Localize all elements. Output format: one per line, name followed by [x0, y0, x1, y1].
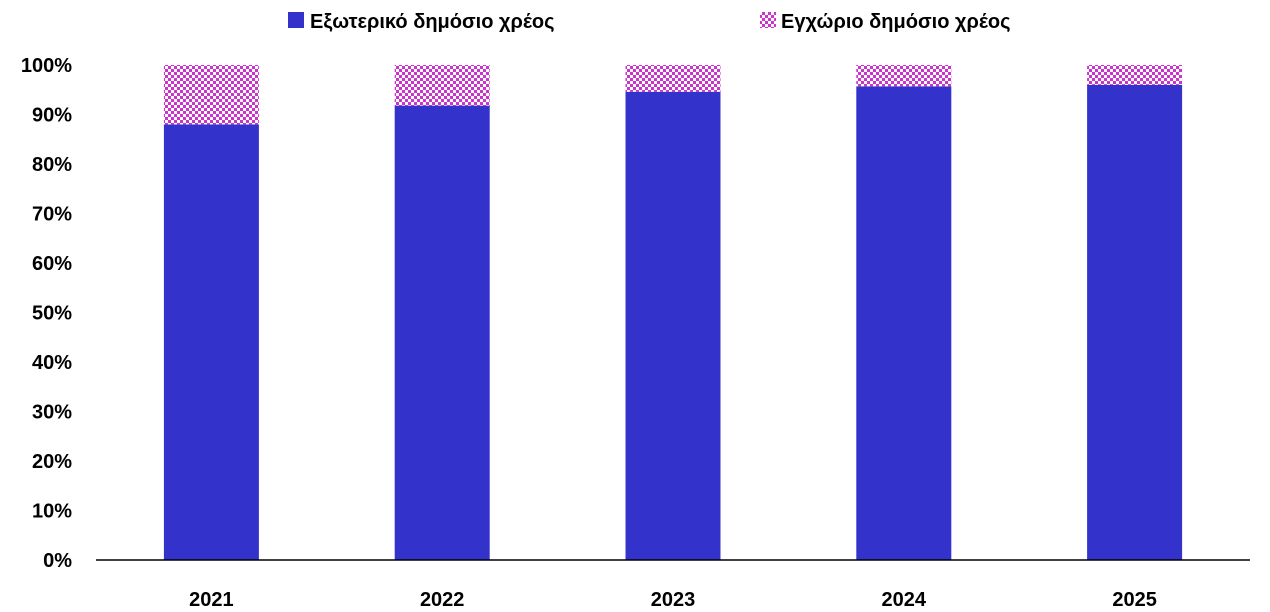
bar-segment-domestic	[625, 65, 721, 92]
y-axis: 0% 10% 20% 30% 40% 50% 60% 70% 80% 90% 100%	[21, 55, 72, 572]
bar-segment-external	[625, 91, 721, 560]
bar-segment-external	[856, 86, 952, 560]
legend-label-external: Εξωτερικό δημόσιο χρέος	[310, 11, 555, 33]
x-tick-label: 2022	[420, 589, 465, 611]
y-tick-label: 0%	[43, 550, 72, 572]
y-tick-label: 20%	[32, 451, 72, 473]
bars	[163, 65, 1183, 561]
bar-segment-domestic	[163, 65, 259, 125]
y-tick-label: 50%	[32, 303, 72, 325]
y-tick-label: 30%	[32, 402, 72, 424]
y-tick-label: 10%	[32, 501, 72, 523]
legend: Εξωτερικό δημόσιο χρέος Εγχώριο δημόσιο …	[288, 11, 1011, 33]
y-tick-label: 60%	[32, 253, 72, 275]
bar-segment-external	[394, 105, 490, 560]
legend-swatch-external	[288, 12, 304, 28]
x-tick-label: 2023	[651, 589, 696, 611]
y-tick-label: 90%	[32, 105, 72, 127]
x-tick-label: 2024	[882, 589, 927, 611]
x-tick-label: 2025	[1112, 589, 1157, 611]
x-tick-label: 2021	[189, 589, 234, 611]
x-axis: 2021 2022 2023 2024 2025	[96, 559, 1250, 611]
y-tick-label: 40%	[32, 352, 72, 374]
legend-swatch-domestic	[760, 12, 776, 28]
bar-segment-external	[163, 124, 259, 561]
y-tick-label: 70%	[32, 204, 72, 226]
y-tick-label: 100%	[21, 55, 72, 77]
bar-segment-domestic	[1087, 65, 1183, 85]
bar-segment-domestic	[856, 65, 952, 87]
bar-segment-external	[1087, 84, 1183, 561]
bar-segment-domestic	[394, 65, 490, 106]
legend-label-domestic: Εγχώριο δημόσιο χρέος	[781, 11, 1011, 33]
y-tick-label: 80%	[32, 154, 72, 176]
